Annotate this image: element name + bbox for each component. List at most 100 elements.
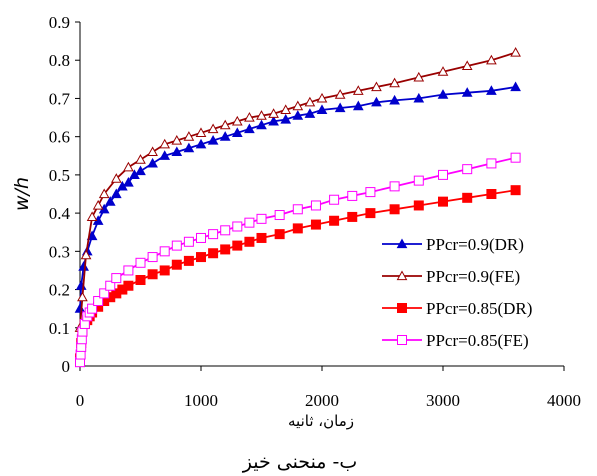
data-point	[510, 152, 521, 163]
data-point	[232, 221, 243, 232]
data-point	[183, 236, 194, 247]
data-point	[104, 196, 116, 206]
data-point	[461, 60, 473, 71]
data-point	[256, 213, 267, 224]
data-point	[196, 252, 206, 263]
data-point	[98, 188, 110, 199]
data-point	[231, 127, 243, 137]
data-point	[244, 236, 255, 247]
data-point	[316, 92, 328, 103]
x-axis-label: زمان، ثانیه	[288, 412, 354, 430]
data-point	[171, 146, 183, 157]
data-point	[437, 66, 449, 76]
y-tick-label: 0.1	[49, 319, 70, 338]
data-point	[438, 196, 448, 207]
data-point	[159, 246, 170, 257]
legend-entry: PPcr=0.9(FE)	[382, 267, 520, 286]
data-point	[462, 192, 473, 203]
legend-label: PPcr=0.85(DR)	[426, 299, 532, 318]
data-point	[334, 89, 346, 99]
data-point	[397, 335, 407, 345]
data-point	[183, 142, 195, 153]
data-point	[93, 296, 104, 307]
data-point	[207, 134, 219, 145]
data-point	[486, 158, 497, 169]
data-point	[365, 208, 376, 219]
data-point	[510, 185, 521, 196]
data-point	[316, 104, 328, 115]
data-point	[208, 229, 219, 240]
data-point	[207, 123, 219, 134]
figure-caption: ب- منحنی خیز	[242, 451, 358, 473]
series-4	[75, 152, 521, 368]
data-point	[462, 164, 473, 175]
y-tick-label: 0	[62, 357, 71, 376]
legend-label: PPcr=0.85(FE)	[426, 331, 529, 350]
data-point	[510, 81, 521, 92]
data-point	[256, 110, 267, 120]
data-point	[304, 96, 316, 107]
data-point	[280, 104, 292, 115]
data-point	[220, 244, 231, 255]
legend-label: PPcr=0.9(DR)	[426, 235, 524, 254]
data-point	[292, 204, 303, 215]
data-point	[147, 252, 158, 263]
data-point	[510, 47, 521, 57]
data-point	[292, 223, 303, 234]
data-point	[171, 240, 182, 251]
data-point	[438, 169, 448, 180]
data-point	[86, 211, 98, 222]
data-point	[486, 189, 497, 199]
data-point	[292, 110, 304, 120]
data-point	[77, 291, 88, 302]
data-point	[111, 273, 122, 284]
data-point	[123, 280, 134, 291]
data-point	[135, 275, 146, 285]
data-point	[413, 200, 424, 211]
legend-label: PPcr=0.9(FE)	[426, 267, 520, 286]
data-point	[196, 232, 206, 243]
data-point	[256, 232, 267, 243]
data-point	[274, 210, 285, 221]
data-point	[123, 161, 134, 172]
data-point	[329, 194, 340, 205]
data-point	[244, 112, 255, 122]
data-point	[413, 71, 425, 82]
data-point	[219, 131, 231, 141]
data-point	[159, 150, 171, 160]
data-point	[99, 288, 110, 299]
series-2	[74, 47, 521, 332]
data-point	[396, 238, 408, 249]
x-tick-label: 1000	[184, 391, 218, 410]
data-point	[195, 138, 207, 149]
data-point	[292, 100, 304, 111]
y-tick-label: 0.8	[49, 51, 70, 70]
series-layer	[74, 47, 521, 368]
data-point	[280, 113, 292, 124]
y-tick-label: 0.7	[49, 89, 71, 108]
data-point	[171, 134, 183, 145]
data-point	[147, 269, 158, 280]
y-tick-label: 0.9	[49, 13, 70, 32]
data-point	[105, 280, 116, 291]
data-point	[232, 240, 243, 251]
legend: PPcr=0.9(DR) PPcr=0.9(FE) PPcr=0.85(DR) PPc…	[382, 235, 532, 350]
data-point	[389, 94, 400, 105]
data-point	[147, 157, 158, 168]
data-point	[80, 249, 92, 260]
data-point	[183, 131, 195, 141]
data-point	[147, 146, 158, 157]
y-tick-label: 0.6	[49, 128, 70, 147]
data-point	[274, 229, 285, 240]
data-point	[329, 215, 340, 226]
data-point	[389, 77, 400, 88]
data-point	[159, 265, 170, 276]
data-point	[347, 211, 358, 222]
data-point	[268, 115, 279, 126]
data-point	[135, 257, 146, 268]
y-tick-label: 0.3	[49, 242, 70, 261]
data-point	[334, 102, 346, 113]
x-tick-label: 2000	[305, 391, 339, 410]
axes: 0 0.1 0.2 0.3 0.4 0.5 0.6 0.7 0.8 0.9 0 1000 2000 300…	[49, 13, 581, 410]
data-point	[310, 200, 321, 211]
